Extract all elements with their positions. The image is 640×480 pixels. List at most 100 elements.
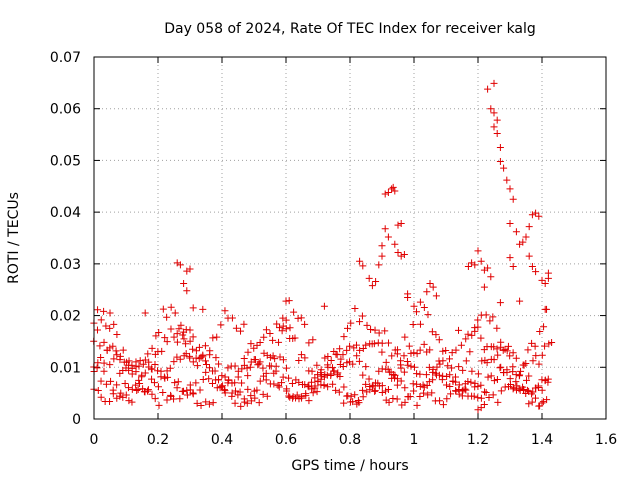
data-point (368, 282, 376, 290)
data-point (432, 371, 440, 379)
data-point (497, 338, 505, 346)
data-point (112, 347, 120, 355)
data-point (365, 375, 373, 383)
data-point (225, 376, 233, 384)
data-point (135, 362, 143, 370)
data-point (484, 264, 492, 272)
data-point (370, 340, 378, 348)
data-point (262, 369, 270, 377)
data-point (332, 386, 340, 394)
data-point (535, 402, 543, 410)
data-point (487, 273, 495, 281)
data-point (356, 346, 364, 354)
data-point (199, 352, 207, 360)
data-point (538, 276, 546, 284)
data-point (263, 392, 271, 400)
data-point (317, 372, 325, 380)
data-point (189, 358, 197, 366)
data-point (420, 340, 428, 348)
data-point (536, 328, 544, 336)
data-point (493, 324, 501, 332)
data-point (474, 247, 482, 255)
data-point (155, 401, 163, 409)
data-point (347, 392, 355, 400)
data-point (400, 352, 408, 360)
data-point (439, 401, 447, 409)
data-point (332, 350, 340, 358)
tick-labels: 0 0.2 0.4 0.6 0.8 1 1.2 1.4 1.6 0 0.01 0.02 0.03 0.04… (50, 50, 617, 448)
data-point (531, 384, 539, 392)
data-point (243, 364, 251, 372)
y-tick-label: 0.02 (50, 309, 81, 325)
data-point (429, 376, 437, 384)
data-point (192, 379, 200, 387)
data-point (134, 386, 142, 394)
data-point (504, 383, 512, 391)
data-point (224, 364, 232, 372)
data-point (282, 297, 290, 305)
x-tick-label: 0.8 (339, 432, 361, 448)
data-point (541, 377, 549, 385)
data-point (367, 325, 375, 333)
data-point (102, 380, 110, 388)
data-point (490, 79, 498, 87)
data-point (327, 356, 335, 364)
data-point (148, 390, 156, 398)
data-point (529, 357, 537, 365)
data-point (358, 312, 366, 320)
data-point (259, 390, 267, 398)
data-point (353, 352, 361, 360)
data-point (246, 363, 254, 371)
data-point (166, 364, 174, 372)
data-point (231, 399, 239, 407)
data-point (244, 348, 252, 356)
data-point (433, 363, 441, 371)
data-point (285, 392, 293, 400)
data-point (231, 362, 239, 370)
data-point (159, 305, 167, 313)
data-point (321, 354, 329, 362)
data-point (503, 176, 511, 184)
data-point (183, 287, 191, 295)
data-point (420, 303, 428, 311)
data-point (286, 393, 294, 401)
data-point (240, 354, 248, 362)
data-point (522, 360, 530, 368)
data-point (397, 377, 405, 385)
data-point (186, 381, 194, 389)
data-point (139, 385, 147, 393)
data-point (132, 358, 140, 366)
data-point (407, 362, 415, 370)
data-point (474, 382, 482, 390)
data-point (371, 387, 379, 395)
data-point (347, 319, 355, 327)
data-point (141, 309, 149, 317)
data-point (106, 309, 114, 317)
data-point (313, 361, 321, 369)
data-point (391, 371, 399, 379)
data-point (501, 345, 509, 353)
data-point (244, 372, 252, 380)
data-point (147, 365, 155, 373)
data-point (151, 361, 159, 369)
data-point (480, 388, 488, 396)
y-tick-label: 0.05 (50, 153, 81, 169)
data-point (503, 368, 511, 376)
data-point (523, 376, 531, 384)
data-point (351, 305, 359, 313)
data-point (362, 363, 370, 371)
data-point (158, 347, 166, 355)
data-point (128, 398, 136, 406)
data-point (291, 334, 299, 342)
data-point (209, 367, 217, 375)
data-point (391, 187, 399, 195)
data-point (393, 350, 401, 358)
data-point (459, 366, 467, 374)
data-points (90, 79, 556, 414)
data-point (416, 320, 424, 328)
data-point (484, 85, 492, 93)
data-point (339, 362, 347, 370)
data-point (455, 363, 463, 371)
data-point (179, 331, 187, 339)
data-point (271, 355, 279, 363)
